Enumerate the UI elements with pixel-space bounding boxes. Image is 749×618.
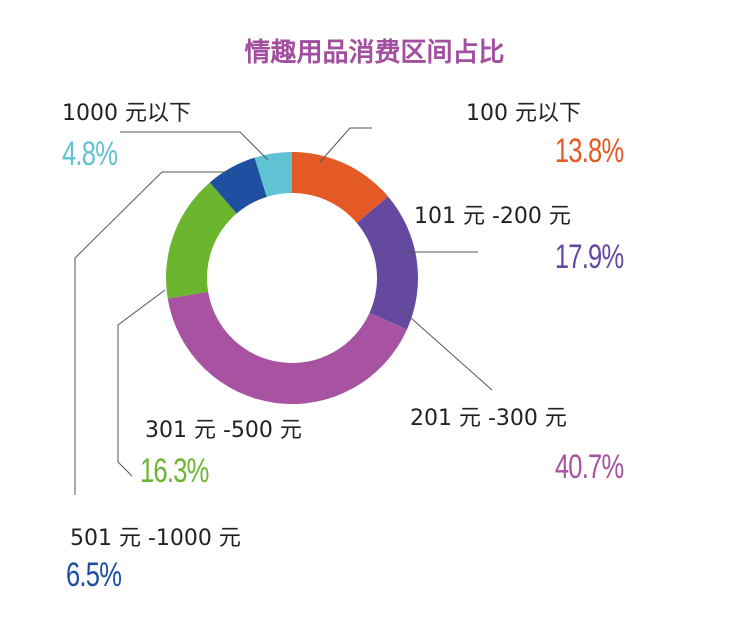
leader-line-301-500: [117, 289, 166, 477]
donut-slice-0: [292, 152, 389, 224]
pct-501-1000: 6.5%: [66, 556, 122, 594]
pct-100: 13.8%: [554, 132, 623, 170]
pct-1000: 4.8%: [62, 135, 118, 173]
donut-slice-2: [167, 291, 407, 405]
label-101-200: 101 元 -200 元: [414, 204, 571, 229]
donut-slice-4: [209, 157, 267, 214]
pct-201-300: 40.7%: [554, 448, 623, 486]
label-1000: 1000 元以下: [62, 101, 191, 126]
leader-line-501-1000: [74, 171, 232, 495]
leader-line-201-300: [401, 309, 493, 391]
leader-line-1000: [120, 131, 269, 161]
pct-101-200: 17.9%: [554, 238, 623, 276]
label-201-300: 201 元 -300 元: [410, 406, 567, 431]
leader-line-100: [319, 127, 372, 163]
donut-slice-1: [356, 196, 419, 330]
label-100: 100 元以下: [466, 101, 581, 126]
donut-slice-5: [254, 152, 292, 197]
chart-title: 情趣用品消费区间占比: [244, 38, 505, 68]
pct-301-500: 16.3%: [140, 452, 209, 490]
label-301-500: 301 元 -500 元: [145, 418, 302, 443]
donut-slice-3: [166, 182, 237, 299]
label-501-1000: 501 元 -1000 元: [70, 526, 241, 551]
